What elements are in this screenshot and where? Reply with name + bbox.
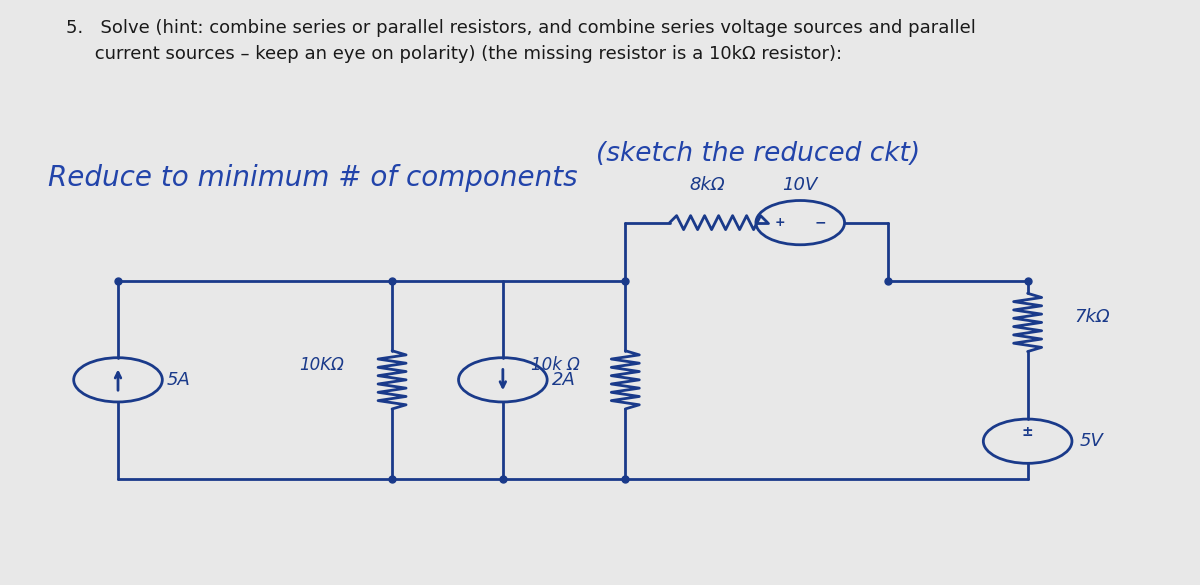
Text: 10V: 10V <box>782 176 818 194</box>
Text: 8kΩ: 8kΩ <box>689 176 725 194</box>
Text: 10KΩ: 10KΩ <box>300 356 344 374</box>
Text: −: − <box>815 216 826 230</box>
Text: +: + <box>775 216 786 229</box>
Text: Reduce to minimum # of components: Reduce to minimum # of components <box>48 164 577 192</box>
Text: (sketch the reduced ckt): (sketch the reduced ckt) <box>596 141 920 167</box>
Text: 5A: 5A <box>167 371 191 389</box>
Text: 7kΩ: 7kΩ <box>1074 308 1110 326</box>
Text: 2A: 2A <box>552 371 576 389</box>
Text: 10k Ω: 10k Ω <box>530 356 580 374</box>
Text: 5.   Solve (hint: combine series or parallel resistors, and combine series volta: 5. Solve (hint: combine series or parall… <box>66 19 976 63</box>
Text: 5V: 5V <box>1080 432 1104 450</box>
Text: ±: ± <box>1022 425 1033 439</box>
